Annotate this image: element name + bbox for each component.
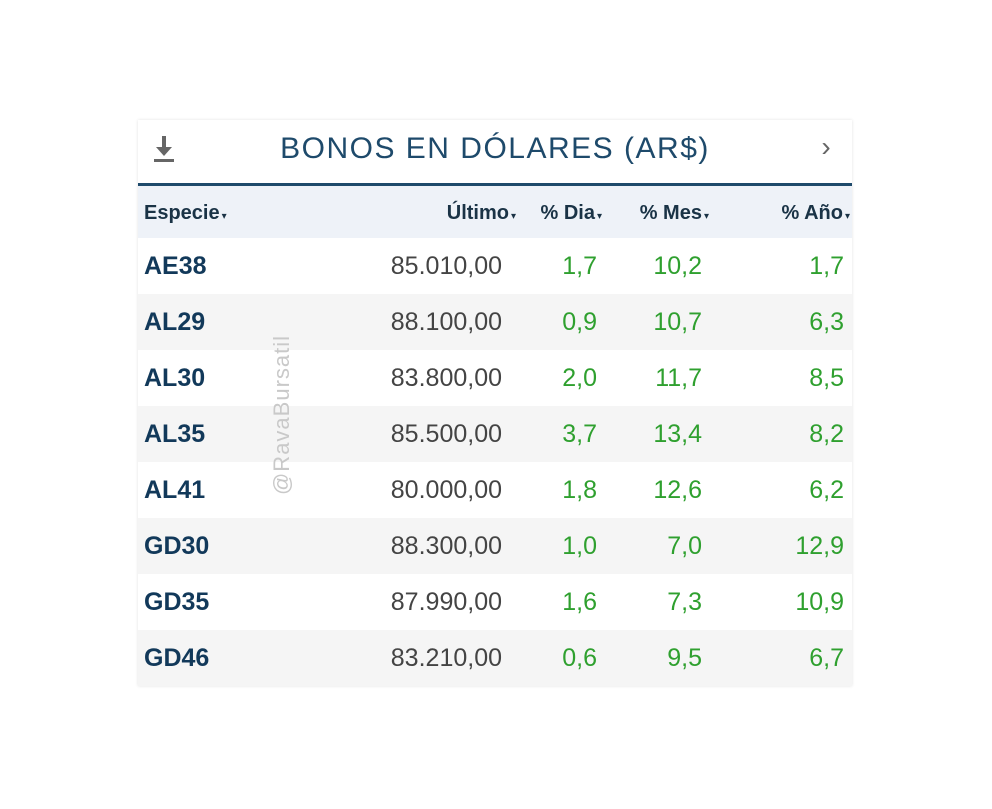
cell-ultimo: 83.800,00 bbox=[390, 364, 502, 392]
widget-header: BONOS EN DÓLARES (AR$) › bbox=[138, 120, 852, 182]
widget-title: BONOS EN DÓLARES (AR$) bbox=[280, 132, 710, 165]
table-row[interactable]: AL30 83.800,00 2,0 11,7 8,5 bbox=[138, 350, 852, 406]
cell-ano: 12,9 bbox=[795, 532, 844, 560]
cell-mes: 10,7 bbox=[653, 308, 702, 336]
cell-dia: 0,9 bbox=[562, 308, 597, 336]
cell-mes: 11,7 bbox=[655, 364, 702, 392]
column-header-mes[interactable]: % Mes ▾ bbox=[639, 202, 709, 224]
cell-ultimo: 88.300,00 bbox=[390, 532, 502, 560]
table-body: AE38 85.010,00 1,7 10,2 1,7 AL29 88.100,… bbox=[138, 238, 852, 686]
cell-ultimo: 88.100,00 bbox=[390, 308, 502, 336]
cell-mes: 13,4 bbox=[653, 420, 702, 448]
cell-ultimo: 87.990,00 bbox=[390, 588, 502, 616]
cell-especie[interactable]: AL41 bbox=[144, 476, 206, 504]
cell-especie[interactable]: GD35 bbox=[144, 588, 210, 616]
cell-especie[interactable]: AL30 bbox=[144, 364, 206, 392]
bonds-widget: BONOS EN DÓLARES (AR$) › Especie ▾ Último… bbox=[138, 120, 852, 686]
cell-dia: 2,0 bbox=[562, 364, 597, 392]
header-divider bbox=[138, 183, 852, 186]
column-header-ultimo[interactable]: Último ▾ bbox=[446, 202, 516, 224]
cell-dia: 1,7 bbox=[562, 252, 597, 280]
watermark-text: @RavaBursatil bbox=[269, 334, 294, 496]
cell-ano: 8,2 bbox=[809, 420, 844, 448]
cell-ano: 1,7 bbox=[809, 252, 844, 280]
cell-mes: 12,6 bbox=[653, 476, 702, 504]
cell-especie[interactable]: GD30 bbox=[144, 532, 210, 560]
cell-ano: 6,2 bbox=[809, 476, 844, 504]
table-row[interactable]: GD35 87.990,00 1,6 7,3 10,9 bbox=[138, 574, 852, 630]
table-row[interactable]: AL29 88.100,00 0,9 10,7 6,3 bbox=[138, 294, 852, 350]
table-row[interactable]: GD30 88.300,00 1,0 7,0 12,9 bbox=[138, 518, 852, 574]
column-header-especie[interactable]: Especie ▾ bbox=[144, 202, 227, 224]
table-row[interactable]: AL41 80.000,00 1,8 12,6 6,2 bbox=[138, 462, 852, 518]
column-header-ano[interactable]: % Año ▾ bbox=[781, 202, 850, 224]
cell-especie[interactable]: AE38 bbox=[144, 252, 207, 280]
cell-ultimo: 85.010,00 bbox=[390, 252, 502, 280]
cell-dia: 1,8 bbox=[562, 476, 597, 504]
cell-dia: 3,7 bbox=[562, 420, 597, 448]
cell-dia: 1,6 bbox=[562, 588, 597, 616]
cell-dia: 1,0 bbox=[562, 532, 597, 560]
table-header: Especie ▾ Último ▾ % Dia ▾ % Mes ▾ % Año ▾ bbox=[138, 186, 852, 238]
cell-mes: 7,0 bbox=[667, 532, 702, 560]
table-row[interactable]: AL35 85.500,00 3,7 13,4 8,2 bbox=[138, 406, 852, 462]
cell-ano: 8,5 bbox=[809, 364, 844, 392]
cell-ultimo: 85.500,00 bbox=[390, 420, 502, 448]
cell-mes: 7,3 bbox=[667, 588, 702, 616]
download-icon[interactable] bbox=[150, 134, 178, 164]
table-row[interactable]: AE38 85.010,00 1,7 10,2 1,7 bbox=[138, 238, 852, 294]
table-row[interactable]: GD46 83.210,00 0,6 9,5 6,7 bbox=[138, 630, 852, 686]
cell-especie[interactable]: GD46 bbox=[144, 644, 210, 672]
cell-ano: 10,9 bbox=[795, 588, 844, 616]
cell-ultimo: 80.000,00 bbox=[390, 476, 502, 504]
cell-mes: 9,5 bbox=[667, 644, 702, 672]
cell-especie[interactable]: AL29 bbox=[144, 308, 206, 336]
cell-dia: 0,6 bbox=[562, 644, 597, 672]
column-header-dia[interactable]: % Dia ▾ bbox=[540, 202, 603, 224]
cell-ultimo: 83.210,00 bbox=[390, 644, 502, 672]
chevron-right-icon[interactable]: › bbox=[821, 131, 831, 162]
cell-ano: 6,3 bbox=[809, 308, 844, 336]
cell-mes: 10,2 bbox=[653, 252, 702, 280]
cell-especie[interactable]: AL35 bbox=[144, 420, 206, 448]
cell-ano: 6,7 bbox=[809, 644, 844, 672]
